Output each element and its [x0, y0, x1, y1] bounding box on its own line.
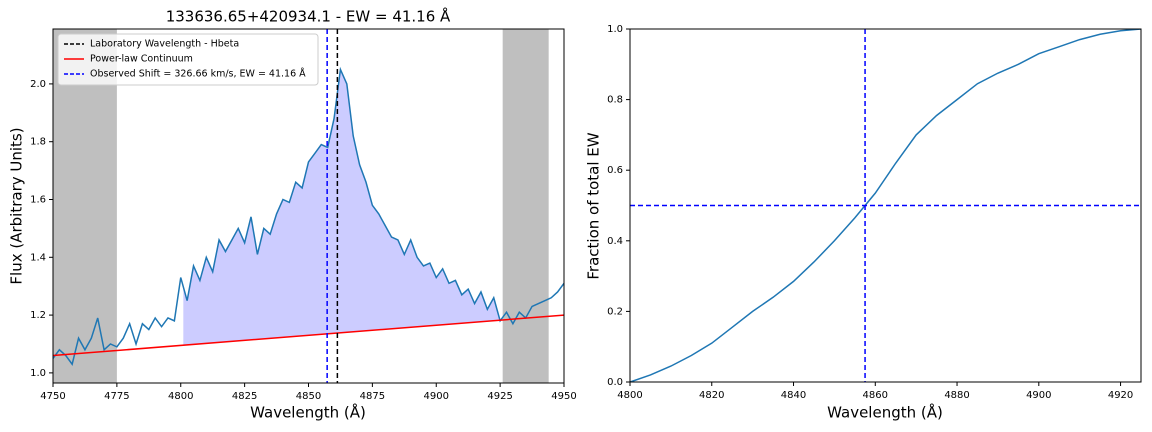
y-tick-label: 1.0 — [607, 24, 623, 35]
x-tick-label: 4920 — [1108, 390, 1133, 401]
x-tick-label: 4950 — [551, 391, 576, 402]
y-tick-label: 0.6 — [607, 165, 623, 176]
data-line — [53, 66, 564, 366]
x-tick-label: 4840 — [781, 390, 806, 401]
x-tick-label: 4800 — [617, 390, 642, 401]
x-tick-label: 4820 — [699, 390, 724, 401]
axes-frame — [629, 28, 1142, 383]
chart-title: 133636.65+420934.1 - EW = 41.16 Å — [166, 7, 451, 26]
x-tick-label: 4825 — [232, 391, 257, 402]
y-tick-label: 2.0 — [30, 79, 46, 90]
x-axis-label: Wavelength (Å) — [827, 403, 943, 422]
plot-area — [630, 29, 1141, 382]
x-tick-label: 4860 — [863, 390, 888, 401]
y-tick-label: 0.4 — [607, 236, 623, 247]
y-tick-label: 0.0 — [607, 377, 623, 388]
y-tick-label: 0.8 — [607, 95, 623, 106]
legend-label: Power-law Continuum — [90, 54, 193, 65]
y-tick-label: 1.8 — [30, 137, 46, 148]
y-tick-label: 1.4 — [30, 252, 46, 263]
y-tick-label: 1.6 — [30, 194, 46, 205]
y-tick-label: 0.2 — [607, 306, 623, 317]
data-line — [630, 29, 1141, 382]
x-tick-label: 4925 — [487, 391, 512, 402]
y-tick-label: 1.2 — [30, 310, 46, 321]
y-axis-label: Flux (Arbitrary Units) — [8, 127, 26, 284]
legend-label: Laboratory Wavelength - Hbeta — [90, 39, 239, 50]
x-tick-label: 4880 — [944, 390, 969, 401]
shaded-span — [53, 29, 117, 383]
x-tick-label: 4900 — [1026, 390, 1051, 401]
filled-area — [183, 69, 503, 346]
x-tick-label: 4750 — [40, 391, 65, 402]
y-tick-label: 1.0 — [30, 368, 46, 379]
x-tick-label: 4900 — [424, 391, 449, 402]
x-axis-label: Wavelength (Å) — [250, 403, 366, 422]
x-tick-label: 4775 — [104, 391, 129, 402]
x-tick-label: 4850 — [296, 391, 321, 402]
y-axis-label: Fraction of total EW — [585, 132, 603, 279]
plot-area — [53, 29, 564, 383]
legend-label: Observed Shift = 326.66 km/s, EW = 41.16… — [90, 68, 306, 80]
shaded-span — [502, 29, 549, 383]
continuum-line — [53, 314, 564, 357]
x-tick-label: 4875 — [360, 391, 385, 402]
x-tick-label: 4800 — [168, 391, 193, 402]
legend-box — [57, 33, 319, 86]
